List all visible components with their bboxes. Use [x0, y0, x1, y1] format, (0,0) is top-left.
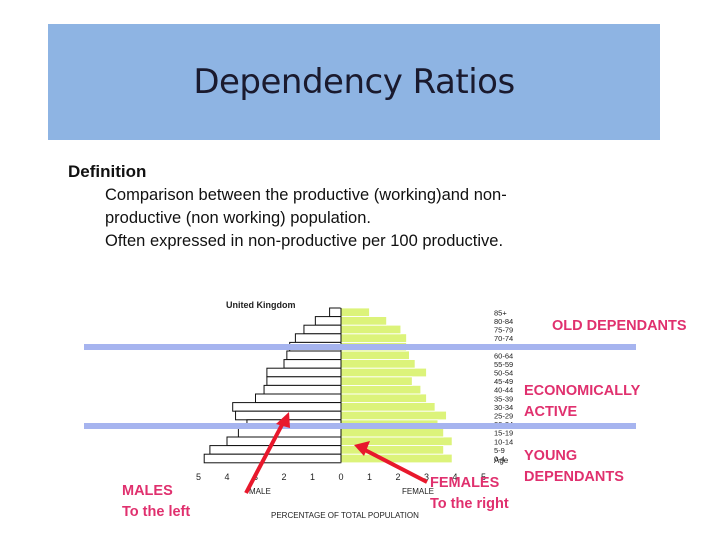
age-label: 45-49 [494, 377, 513, 386]
male-bar [203, 453, 342, 464]
age-labels: 85+80-8475-7970-7465-6960-6455-5950-5445… [494, 308, 513, 463]
divider-upper [84, 344, 636, 350]
divider-lower [84, 423, 636, 429]
x-tick-label: 5 [481, 472, 486, 482]
male-bar [294, 333, 342, 343]
label-females: FEMALES [430, 475, 500, 491]
title-band: Dependency Ratios [48, 24, 660, 140]
pyramid-bars [203, 307, 453, 464]
male-bar [237, 427, 342, 438]
male-bar [226, 436, 342, 447]
age-label: 35-39 [494, 394, 513, 403]
x-tick-label: 0 [338, 472, 343, 482]
label-old-dependants: OLD DEPENDANTS [552, 318, 687, 334]
male-bar [283, 359, 342, 369]
male-bar [303, 324, 342, 335]
x-tick-label: 4 [452, 472, 457, 482]
age-label: 75-79 [494, 326, 513, 335]
age-label: 25-29 [494, 412, 513, 421]
x-tick-label: 5 [196, 472, 201, 482]
male-bar [263, 384, 342, 395]
x-tick-label: 1 [310, 472, 315, 482]
age-label: 80-84 [494, 317, 513, 326]
male-bar [329, 307, 342, 318]
male-bar [209, 445, 342, 455]
age-label: 60-64 [494, 351, 513, 360]
pyramid-country: United Kingdom [226, 300, 296, 310]
age-label: 40-44 [494, 386, 513, 395]
age-axis-label: Age [494, 456, 509, 465]
definition-block: Definition Comparison between the produc… [68, 162, 668, 253]
arrow-females [364, 448, 428, 484]
male-bar [266, 367, 342, 378]
male-bar [266, 376, 342, 386]
age-label: 50-54 [494, 369, 513, 378]
label-to-the-left: To the left [122, 504, 191, 520]
arrow-males [244, 420, 286, 494]
male-bar [232, 402, 342, 412]
arrow-males-head [276, 412, 290, 428]
age-label: 30-34 [494, 403, 513, 412]
female-axis-label: FEMALE [402, 487, 434, 496]
label-active: ACTIVE [524, 404, 578, 420]
x-tick-label: 1 [367, 472, 372, 482]
x-tick-label: 2 [395, 472, 400, 482]
label-economically: ECONOMICALLY [524, 383, 641, 399]
definition-line-2: productive (non working) population. [105, 209, 371, 227]
age-label: 10-14 [494, 437, 513, 446]
definition-line-3: Often expressed in non-productive per 10… [105, 232, 504, 250]
age-label: 85+ [494, 308, 507, 317]
x-axis-title: PERCENTAGE OF TOTAL POPULATION [271, 511, 419, 520]
slide-title: Dependency Ratios [193, 62, 515, 102]
male-bar [314, 316, 342, 326]
x-tick-label: 3 [424, 472, 429, 482]
label-dependants: DEPENDANTS [524, 469, 624, 485]
x-tick-label: 2 [281, 472, 286, 482]
age-label: 55-59 [494, 360, 513, 369]
arrow-females-head [354, 441, 370, 456]
label-to-the-right: To the right [430, 496, 509, 512]
definition-heading: Definition [68, 162, 147, 181]
label-males: MALES [122, 483, 173, 499]
definition-line-1: Comparison between the productive (worki… [105, 186, 507, 204]
arrows [244, 412, 428, 494]
age-label: 70-74 [494, 334, 513, 343]
male-axis-label: MALE [249, 487, 271, 496]
label-young: YOUNG [524, 448, 578, 464]
male-bar [255, 393, 342, 404]
age-label: 15-19 [494, 429, 513, 438]
male-bar [286, 350, 342, 361]
x-tick-label: 4 [224, 472, 229, 482]
age-label: 0-4 [494, 455, 505, 464]
age-label: 5-9 [494, 446, 505, 455]
